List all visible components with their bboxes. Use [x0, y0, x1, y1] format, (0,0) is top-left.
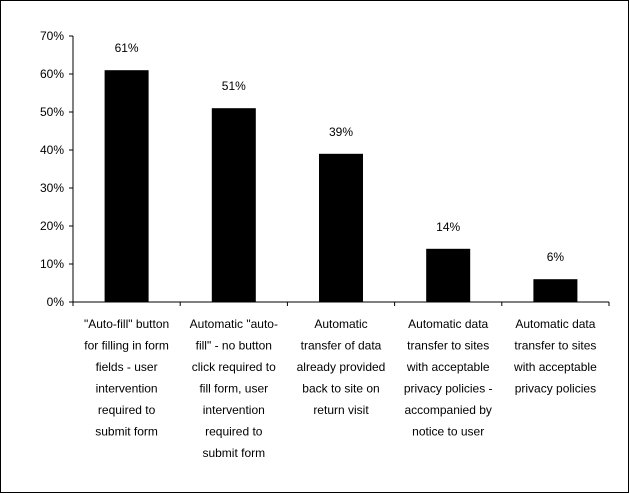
data-label: 61% [115, 41, 139, 55]
category-label: "Auto-fill" button for filling in form fie… [84, 317, 169, 439]
bar [104, 70, 149, 302]
category-label-line: Automatic "auto- [190, 317, 278, 331]
y-tick-label: 70% [40, 29, 64, 43]
category-label-line: return visit [313, 403, 369, 417]
category-labels: "Auto-fill" button for filling in form fie… [84, 317, 597, 460]
category-label-line: already provided [297, 360, 386, 374]
bar [211, 108, 256, 302]
y-tick-label: 20% [40, 219, 64, 233]
category-label-line: Automatic data [515, 317, 595, 331]
data-label: 6% [547, 250, 565, 264]
category-label: Automatic transfer of data already provide… [297, 317, 386, 417]
category-label-line: accompanied by [405, 403, 492, 417]
y-tick-label: 30% [40, 181, 64, 195]
category-label-line: required to [98, 403, 156, 417]
category-label-line: required to [205, 425, 263, 439]
bar [533, 279, 578, 302]
category-label-line: "Auto-fill" button [84, 317, 169, 331]
data-label: 14% [436, 220, 460, 234]
category-label-line: Automatic data [408, 317, 488, 331]
y-tick-label: 40% [40, 143, 64, 157]
category-label-line: for filling in form [84, 339, 169, 353]
category-label-line: fill" - no button [196, 339, 272, 353]
bar [426, 248, 471, 302]
category-label-line: submit form [95, 425, 158, 439]
y-tick-label: 10% [40, 257, 64, 271]
category-label: Automatic data transfer to sites with acce… [404, 317, 493, 439]
category-label-line: privacy policies [515, 382, 596, 396]
category-label-line: with acceptable [513, 360, 597, 374]
category-label-line: with acceptable [406, 360, 490, 374]
category-label-line: back to site on [302, 382, 379, 396]
category-label-line: transfer to sites [407, 339, 489, 353]
category-label-line: privacy policies - [404, 382, 493, 396]
y-tick-label: 60% [40, 67, 64, 81]
category-label: Automatic "auto-fill" - no button click r… [190, 317, 278, 460]
data-label: 39% [329, 125, 353, 139]
y-axis-ticks: 0% 10% 20% 30% 40% 50% 60% 70% [40, 29, 73, 309]
data-label: 51% [222, 79, 246, 93]
category-label-line: Automatic [314, 317, 367, 331]
category-label: Automatic data transfer to sites with acce… [513, 317, 597, 396]
category-label-line: transfer of data [301, 339, 382, 353]
category-label-line: click required to [192, 360, 276, 374]
category-label-line: transfer to sites [514, 339, 596, 353]
data-labels: 61% 51% 39% 14% 6% [115, 41, 565, 264]
category-label-line: notice to user [412, 425, 484, 439]
bars [104, 70, 578, 302]
category-label-line: fields - user [96, 360, 158, 374]
category-label-line: intervention [203, 403, 265, 417]
bar [319, 153, 363, 302]
y-tick-label: 50% [40, 105, 64, 119]
category-label-line: submit form [202, 446, 265, 460]
y-tick-label: 0% [47, 295, 65, 309]
category-label-line: fill form, user [199, 382, 268, 396]
category-label-line: intervention [96, 382, 158, 396]
